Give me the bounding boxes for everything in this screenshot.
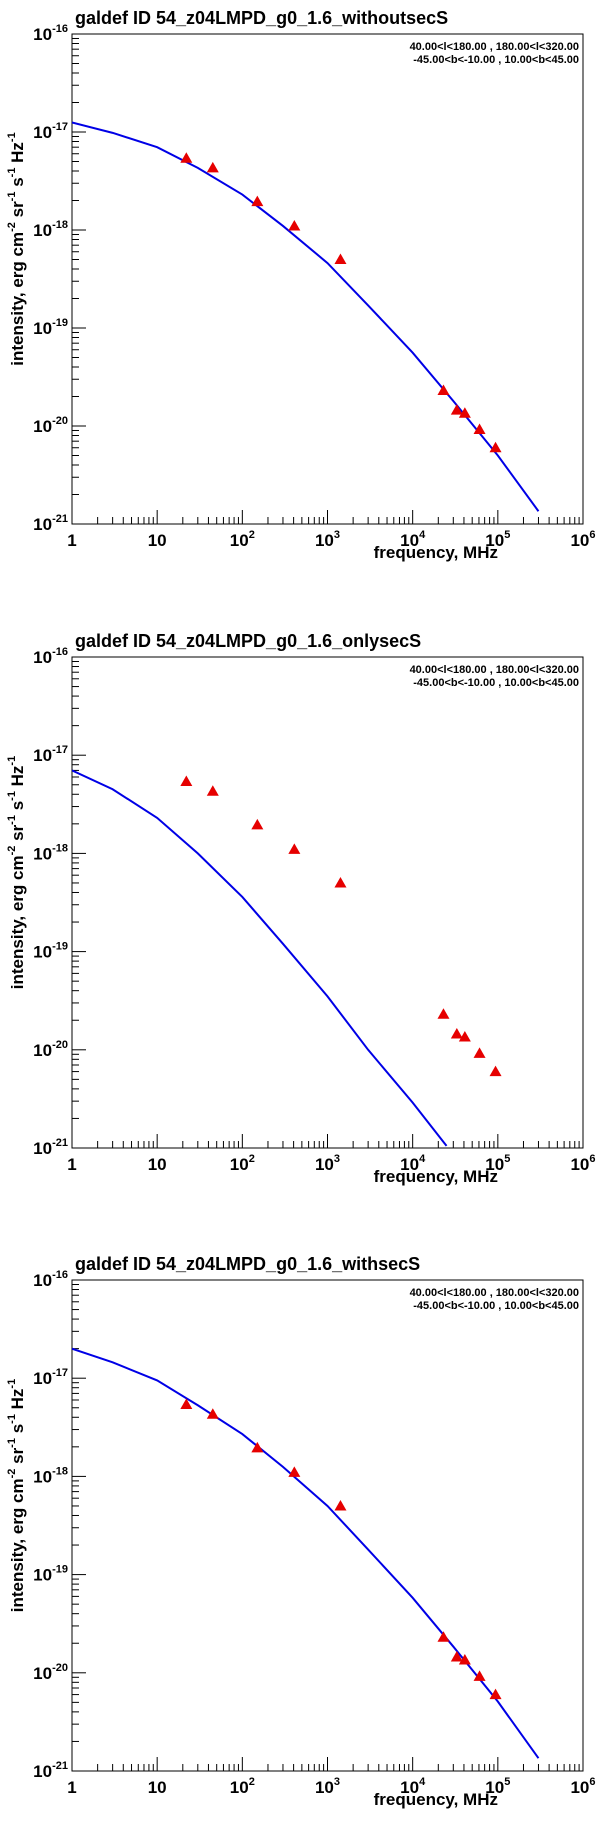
x-tick-label: 106 bbox=[570, 529, 595, 550]
plot-frame bbox=[71, 1279, 584, 1772]
x-tick-label: 106 bbox=[570, 1153, 595, 1174]
y-tick-label: 10-20 bbox=[33, 1662, 68, 1683]
y-axis-label: intensity, erg cm-2 sr-1 s-1 Hz-1 bbox=[6, 756, 27, 989]
region-label-longitude: 40.00<l<180.00 , 180.00<l<320.00 bbox=[410, 41, 579, 53]
x-axis-label: frequency, MHz bbox=[374, 543, 498, 562]
x-tick-label: 103 bbox=[315, 529, 340, 550]
x-tick-label: 1 bbox=[67, 531, 76, 550]
y-tick-label: 10-18 bbox=[33, 219, 68, 240]
data-point bbox=[473, 1670, 486, 1681]
data-point bbox=[334, 253, 347, 265]
data-point bbox=[458, 407, 471, 418]
x-tick-label: 1 bbox=[67, 1155, 76, 1174]
y-tick-label: 10-18 bbox=[33, 842, 68, 863]
y-axis-label: intensity, erg cm-2 sr-1 s-1 Hz-1 bbox=[6, 132, 27, 365]
plot-frame bbox=[71, 33, 584, 525]
x-axis-label: frequency, MHz bbox=[374, 1167, 498, 1186]
x-tick-label: 10 bbox=[148, 1155, 167, 1174]
data-point bbox=[180, 152, 193, 163]
chart-panel-3: galdef ID 54_z04LMPD_g0_1.6_withsecS 1 10 1… bbox=[6, 1254, 596, 1809]
x-tick-label: 105 bbox=[485, 529, 510, 550]
model-curve bbox=[72, 121, 540, 512]
data-point bbox=[334, 876, 347, 888]
y-tick-label: 10-19 bbox=[33, 317, 68, 338]
data-point bbox=[450, 1650, 463, 1662]
y-tick-label: 10-17 bbox=[33, 1367, 68, 1388]
chart-title: galdef ID 54_z04LMPD_g0_1.6_withsecS bbox=[75, 1254, 420, 1274]
data-point bbox=[489, 1688, 502, 1700]
data-point bbox=[437, 384, 450, 396]
x-tick-label: 105 bbox=[485, 1776, 510, 1797]
data-point bbox=[251, 1441, 264, 1453]
data-point bbox=[180, 1398, 193, 1409]
chart-title: galdef ID 54_z04LMPD_g0_1.6_onlysecS bbox=[75, 631, 421, 651]
x-tick-label: 103 bbox=[315, 1776, 340, 1797]
data-point bbox=[437, 1631, 450, 1642]
model-curve bbox=[72, 1347, 540, 1759]
x-tick-label: 10 bbox=[148, 531, 167, 550]
data-point bbox=[288, 1466, 301, 1477]
data-point bbox=[206, 785, 219, 796]
data-point bbox=[473, 1047, 486, 1058]
y-tick-label: 10-21 bbox=[33, 1760, 68, 1781]
data-point bbox=[288, 219, 301, 231]
data-point bbox=[180, 775, 193, 786]
y-tick-label: 10-19 bbox=[33, 941, 68, 962]
data-point bbox=[251, 818, 264, 830]
y-tick-label: 10-19 bbox=[33, 1564, 68, 1585]
x-tick-label: 10 bbox=[148, 1778, 167, 1797]
x-tick-label: 102 bbox=[230, 1776, 255, 1797]
y-tick-label: 10-18 bbox=[33, 1465, 68, 1486]
data-point bbox=[334, 1499, 347, 1511]
y-tick-label: 10-21 bbox=[33, 1137, 68, 1158]
y-tick-label: 10-16 bbox=[33, 23, 68, 44]
y-tick-label: 10-16 bbox=[33, 646, 68, 667]
data-point bbox=[437, 1008, 450, 1019]
data-point bbox=[458, 1654, 471, 1665]
data-point bbox=[458, 1031, 471, 1042]
x-tick-label: 105 bbox=[485, 1153, 510, 1174]
model-curve bbox=[72, 769, 448, 1147]
chart-title: galdef ID 54_z04LMPD_g0_1.6_withoutsecS bbox=[75, 8, 448, 28]
data-point bbox=[450, 1027, 463, 1039]
data-point bbox=[473, 423, 486, 435]
x-tick-label: 104 bbox=[400, 1776, 426, 1797]
y-tick-label: 10-17 bbox=[33, 121, 68, 142]
y-tick-label: 10-20 bbox=[33, 1039, 68, 1060]
region-label-latitude: -45.00<b<-10.00 , 10.00<b<45.00 bbox=[413, 54, 579, 66]
region-label-longitude: 40.00<l<180.00 , 180.00<l<320.00 bbox=[410, 664, 579, 676]
data-point bbox=[251, 195, 264, 207]
x-tick-label: 102 bbox=[230, 529, 255, 550]
x-axis-label: frequency, MHz bbox=[374, 1790, 498, 1809]
region-label-latitude: -45.00<b<-10.00 , 10.00<b<45.00 bbox=[413, 677, 579, 689]
x-tick-label: 104 bbox=[400, 1153, 426, 1174]
data-point bbox=[206, 1408, 219, 1419]
region-label-latitude: -45.00<b<-10.00 , 10.00<b<45.00 bbox=[413, 1300, 579, 1312]
x-tick-label: 103 bbox=[315, 1153, 340, 1174]
region-label-longitude: 40.00<l<180.00 , 180.00<l<320.00 bbox=[410, 1287, 579, 1299]
y-tick-label: 10-16 bbox=[33, 1269, 68, 1290]
y-tick-label: 10-17 bbox=[33, 744, 68, 765]
x-tick-label: 104 bbox=[400, 529, 426, 550]
chart-panel-1: galdef ID 54_z04LMPD_g0_1.6_withoutsecS 1… bbox=[6, 8, 596, 562]
x-tick-label: 1 bbox=[67, 1778, 76, 1797]
plot-frame bbox=[71, 656, 584, 1149]
data-point bbox=[206, 161, 219, 173]
data-point bbox=[288, 843, 301, 854]
y-tick-label: 10-21 bbox=[33, 513, 68, 534]
x-tick-label: 102 bbox=[230, 1153, 255, 1174]
y-tick-label: 10-20 bbox=[33, 415, 68, 436]
x-tick-label: 106 bbox=[570, 1776, 595, 1797]
chart-panel-2: galdef ID 54_z04LMPD_g0_1.6_onlysecS 1 10 1… bbox=[6, 631, 596, 1186]
data-point bbox=[450, 404, 463, 415]
data-point bbox=[489, 1065, 502, 1077]
data-point bbox=[489, 441, 502, 453]
y-axis-label: intensity, erg cm-2 sr-1 s-1 Hz-1 bbox=[6, 1379, 27, 1612]
